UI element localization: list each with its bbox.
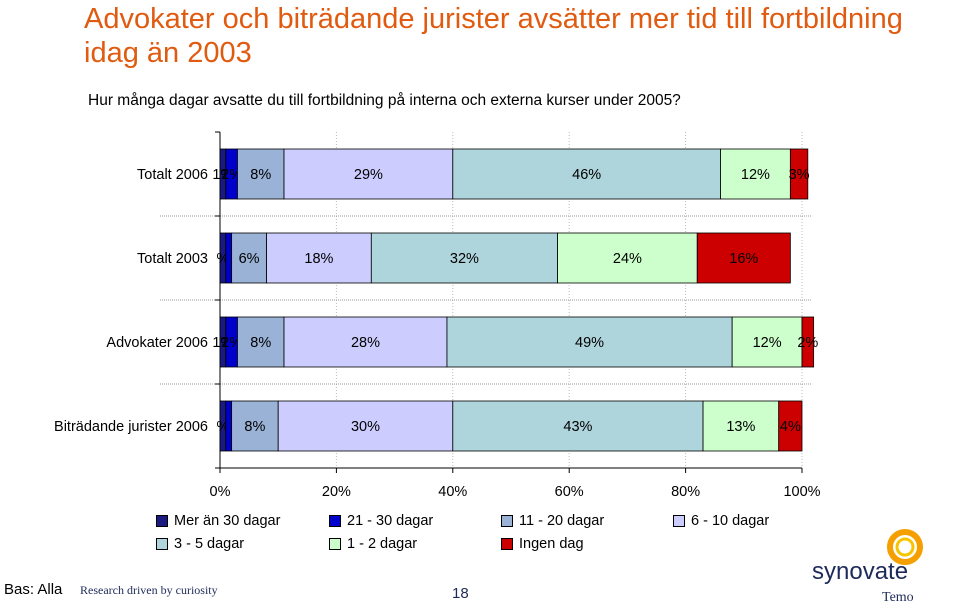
bar-segment (231, 232, 267, 284)
legend-item: 6 - 10 dagar (673, 513, 769, 529)
base-note: Bas: Alla (4, 581, 63, 598)
x-tick-label: 0% (210, 484, 231, 500)
bar-segment (557, 232, 698, 284)
x-tick-label: 80% (671, 484, 700, 500)
legend-item: Ingen dag (501, 536, 584, 552)
data-label: 29% (354, 167, 383, 183)
logo-sub: Temo (882, 590, 914, 605)
data-label: 2% (221, 167, 242, 183)
data-label: 3% (789, 167, 810, 183)
bar-segment (801, 316, 815, 368)
bar-segment (237, 148, 285, 200)
legend-swatch (156, 538, 168, 550)
data-label: 46% (572, 167, 601, 183)
bar-segment (778, 400, 803, 452)
category-label: Totalt 2003 (137, 251, 208, 267)
data-label: 28% (351, 335, 380, 351)
bar-segment (225, 400, 233, 452)
legend-swatch (329, 538, 341, 550)
logo-ring-icon (887, 529, 923, 565)
bar-segment (283, 316, 448, 368)
data-label: 16% (729, 251, 758, 267)
data-label: 8% (244, 419, 265, 435)
data-label: 49% (575, 335, 604, 351)
legend-swatch (501, 515, 513, 527)
survey-question: Hur många dagar avsatte du till fortbild… (88, 92, 681, 109)
legend-item: 1 - 2 dagar (329, 536, 417, 552)
bar-segment (446, 316, 733, 368)
data-label: 24% (613, 251, 642, 267)
bar-segment (720, 148, 791, 200)
legend-label: 11 - 20 dagar (519, 513, 605, 529)
legend-label: 1 - 2 dagar (347, 536, 418, 552)
data-label: 12% (741, 167, 770, 183)
legend-item: 21 - 30 dagar (329, 513, 433, 529)
category-label: Biträdande jurister 2006 (54, 419, 208, 435)
legend-item: 3 - 5 dagar (156, 536, 244, 552)
data-label: 12% (753, 335, 782, 351)
legend-swatch (501, 538, 513, 550)
tagline: Research driven by curiosity (80, 583, 218, 597)
data-label: 32% (450, 251, 479, 267)
bar-segment (696, 232, 791, 284)
data-label: 8% (250, 167, 271, 183)
bar-segment (277, 400, 454, 452)
data-label: 18% (304, 251, 333, 267)
legend-label: 3 - 5 dagar (174, 536, 245, 552)
bar-segment (731, 316, 803, 368)
category-label: Advokater 2006 (106, 335, 208, 351)
legend-item: Mer än 30 dagar (156, 513, 280, 529)
data-label: 43% (563, 419, 592, 435)
legend-label: 6 - 10 dagar (691, 513, 770, 529)
data-label: 8% (250, 335, 271, 351)
category-label: Totalt 2006 (137, 167, 208, 183)
x-tick-label: 40% (438, 484, 467, 500)
bar-segment (225, 232, 233, 284)
bar-segment (231, 400, 279, 452)
bar-segment (283, 148, 454, 200)
data-label: 2% (221, 335, 242, 351)
bar-segment (789, 148, 809, 200)
data-label: 30% (351, 419, 380, 435)
bar-segment (237, 316, 285, 368)
data-label: 6% (239, 251, 260, 267)
data-label: 13% (726, 419, 755, 435)
stacked-bar-chart: 0% 20% 40% 60% 80% 100%Totalt 2006 1%2% 8% 29% 46… (54, 131, 821, 500)
legend-label: 21 - 30 dagar (347, 513, 434, 529)
synovate-logo: synovate Temo (812, 529, 923, 605)
bar-segment (370, 232, 558, 284)
data-label: 2% (797, 335, 818, 351)
legend-swatch (673, 515, 685, 527)
x-tick-label: 60% (555, 484, 584, 500)
logo-brand: synovate (812, 558, 908, 585)
legend-item: 11 - 20 dagar (501, 513, 604, 529)
page-number: 18 (452, 585, 469, 602)
page-title: Advokater och biträdande jurister avsätt… (84, 3, 903, 69)
data-label: 4% (780, 419, 801, 435)
legend-swatch (329, 515, 341, 527)
x-tick-label: 20% (322, 484, 351, 500)
legend-swatch (156, 515, 168, 527)
legend-label: Mer än 30 dagar (174, 513, 281, 529)
x-tick-label: 100% (783, 484, 820, 500)
legend-label: Ingen dag (519, 536, 584, 552)
